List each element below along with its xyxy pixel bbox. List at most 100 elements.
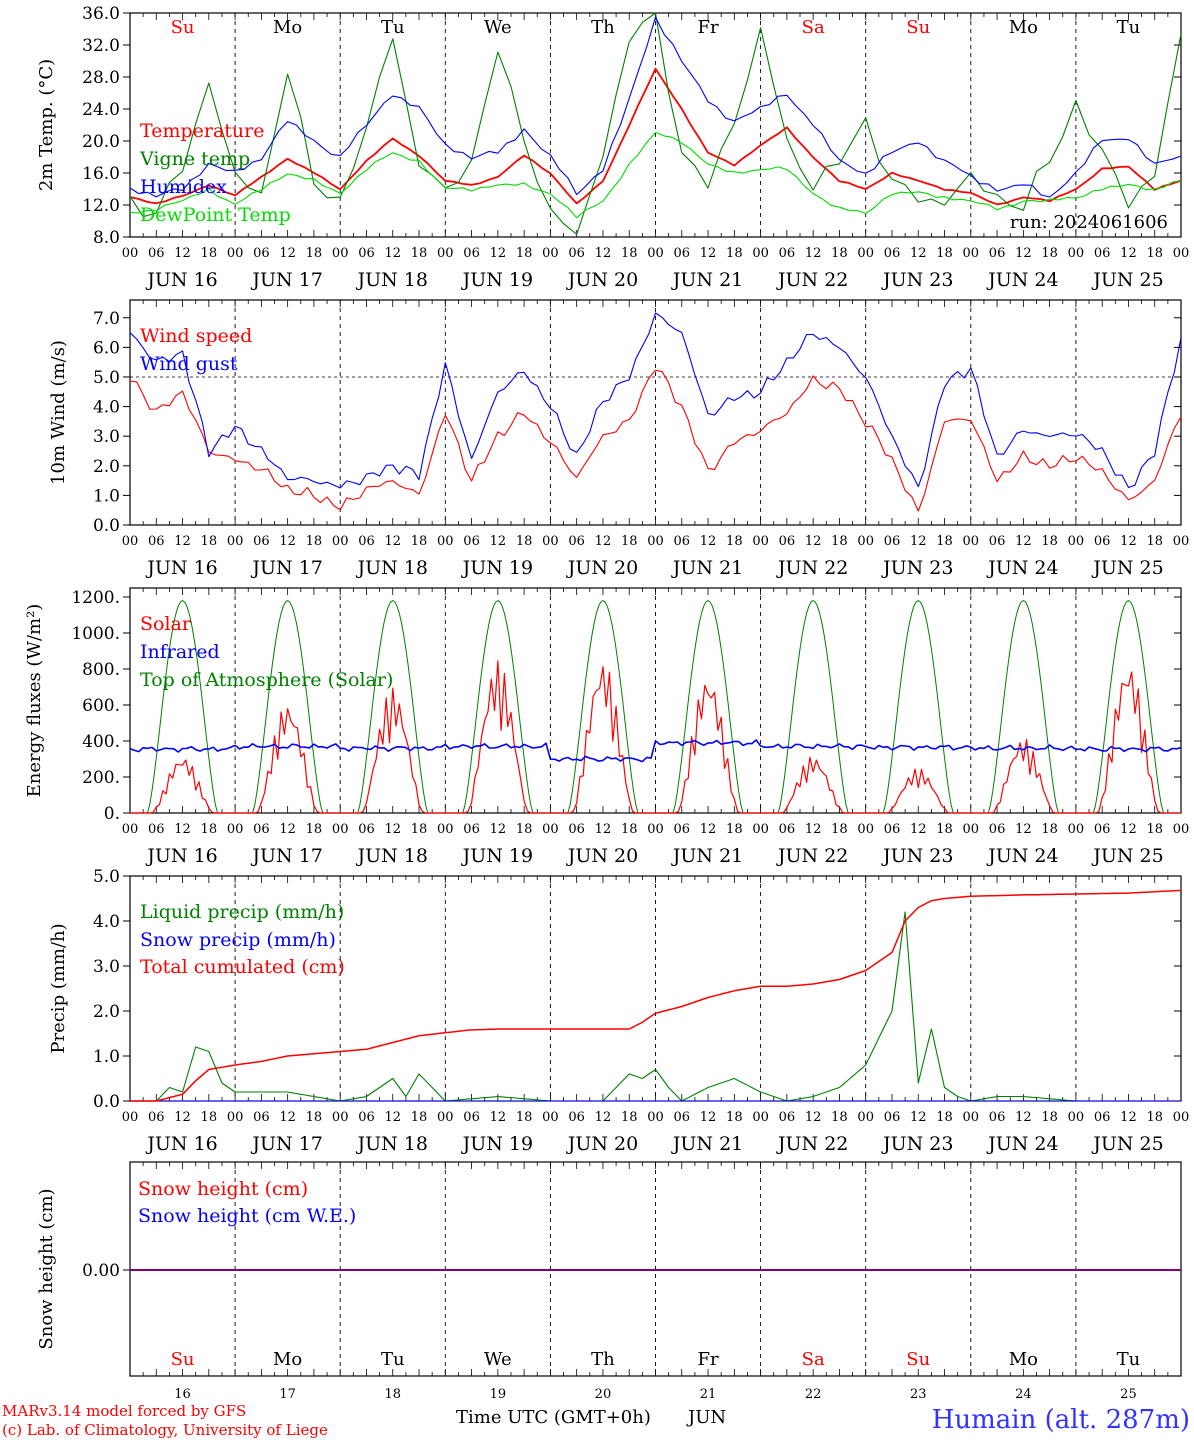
- hour-tick-label: 00: [647, 534, 664, 549]
- hour-tick-label: 00: [542, 534, 559, 549]
- hour-tick-label: 18: [516, 534, 533, 549]
- hour-tick-label: 12: [384, 1110, 401, 1125]
- hour-tick-label: 06: [674, 246, 691, 261]
- date-label: JUN 20: [566, 269, 638, 291]
- hour-tick-label: 00: [752, 822, 769, 837]
- weekday-label: Mo: [1009, 1349, 1038, 1370]
- hour-tick-label: 12: [1015, 246, 1032, 261]
- hour-tick-label: 18: [831, 246, 848, 261]
- hour-tick-label: 12: [1120, 534, 1137, 549]
- y-tick-label: 36.0: [82, 4, 120, 24]
- day-number-label: 18: [384, 1387, 401, 1402]
- legend-entry: Wind speed: [140, 325, 252, 347]
- hour-tick-label: 06: [253, 822, 270, 837]
- date-label: JUN 22: [776, 557, 848, 579]
- y-tick-label: 7.0: [93, 309, 120, 329]
- hour-tick-label: 06: [1094, 1110, 1111, 1125]
- day-number-label: 24: [1015, 1387, 1032, 1402]
- weekday-label: Fr: [698, 1349, 719, 1370]
- hour-tick-label: 06: [463, 1110, 480, 1125]
- legend-entry: Snow height (cm): [138, 1178, 308, 1200]
- y-tick-label: 8.0: [93, 228, 120, 248]
- series-line: [129, 12, 1182, 235]
- y-axis-label: Snow height (cm): [36, 1188, 57, 1349]
- hour-tick-label: 12: [595, 1110, 612, 1125]
- hour-tick-label: 12: [174, 1110, 191, 1125]
- hour-tick-label: 06: [779, 1110, 796, 1125]
- hour-tick-label: 06: [989, 822, 1006, 837]
- hour-tick-label: 06: [779, 246, 796, 261]
- y-tick-label: 20.0: [82, 132, 120, 152]
- hour-tick-label: 00: [437, 246, 454, 261]
- hour-tick-label: 00: [1068, 534, 1085, 549]
- hour-tick-label: 00: [857, 1110, 874, 1125]
- hour-tick-label: 18: [831, 534, 848, 549]
- hour-tick-label: 18: [936, 1110, 953, 1125]
- legend-entry: Top of Atmosphere (Solar): [140, 669, 393, 691]
- hour-tick-label: 18: [201, 1110, 218, 1125]
- hour-tick-label: 06: [358, 1110, 375, 1125]
- hour-tick-label: 06: [1094, 534, 1111, 549]
- y-tick-label: 1000.: [71, 624, 120, 644]
- hour-tick-label: 18: [411, 1110, 428, 1125]
- hour-tick-label: 00: [332, 246, 349, 261]
- weekday-label: Su: [906, 1349, 930, 1370]
- hour-tick-label: 00: [542, 1110, 559, 1125]
- hour-tick-label: 12: [490, 822, 507, 837]
- day-number-label: 19: [490, 1387, 507, 1402]
- hour-tick-label: 12: [595, 822, 612, 837]
- hour-tick-label: 06: [989, 1110, 1006, 1125]
- hour-tick-label: 12: [1015, 1110, 1032, 1125]
- hour-tick-label: 00: [227, 246, 244, 261]
- weekday-label: Su: [171, 17, 195, 38]
- date-label: JUN 25: [1091, 1133, 1163, 1155]
- hour-tick-label: 06: [989, 534, 1006, 549]
- hour-tick-label: 18: [726, 1110, 743, 1125]
- hour-tick-label: 06: [148, 822, 165, 837]
- date-label: JUN 21: [671, 557, 743, 579]
- date-label: JUN 24: [986, 557, 1058, 579]
- hour-tick-label: 00: [857, 822, 874, 837]
- date-label: JUN 20: [566, 557, 638, 579]
- hour-tick-label: 06: [884, 1110, 901, 1125]
- hour-tick-label: 18: [411, 246, 428, 261]
- hour-tick-label: 06: [463, 822, 480, 837]
- y-tick-label: 400.: [82, 732, 120, 752]
- hour-tick-label: 00: [437, 1110, 454, 1125]
- date-label: JUN 23: [881, 269, 953, 291]
- y-tick-label: 3.0: [93, 427, 120, 447]
- y-tick-label: 4.0: [93, 912, 120, 932]
- month-label: JUN: [686, 1407, 726, 1428]
- weekday-label: Tu: [381, 17, 405, 38]
- date-label: JUN 25: [1091, 845, 1163, 867]
- hour-tick-label: 18: [726, 822, 743, 837]
- y-tick-label: 2.0: [93, 457, 120, 477]
- hour-tick-label: 12: [910, 822, 927, 837]
- hour-tick-label: 12: [805, 534, 822, 549]
- hour-tick-label: 00: [437, 822, 454, 837]
- hour-tick-label: 06: [674, 822, 691, 837]
- y-tick-label: 5.0: [93, 867, 120, 887]
- date-label: JUN 21: [671, 845, 743, 867]
- hour-tick-label: 18: [936, 534, 953, 549]
- hour-tick-label: 18: [1041, 822, 1058, 837]
- hour-tick-label: 12: [279, 246, 296, 261]
- hour-tick-label: 18: [936, 246, 953, 261]
- weekday-label: Tu: [381, 1349, 405, 1370]
- y-tick-label: 0.0: [93, 516, 120, 536]
- legend-entry: Liquid precip (mm/h): [140, 901, 344, 923]
- date-label: JUN 17: [250, 845, 322, 867]
- date-label: JUN 25: [1091, 557, 1163, 579]
- hour-tick-label: 06: [148, 534, 165, 549]
- hour-tick-label: 18: [201, 246, 218, 261]
- legend-entry: Vigne temp: [139, 148, 250, 170]
- hour-tick-label: 18: [1041, 1110, 1058, 1125]
- weekday-label: Sa: [802, 1349, 825, 1370]
- series-line: [129, 369, 1182, 512]
- y-tick-label: 32.0: [82, 36, 120, 56]
- hour-tick-label: 12: [1120, 822, 1137, 837]
- date-label: JUN 22: [776, 1133, 848, 1155]
- hour-tick-label: 06: [463, 534, 480, 549]
- y-tick-label: 800.: [82, 660, 120, 680]
